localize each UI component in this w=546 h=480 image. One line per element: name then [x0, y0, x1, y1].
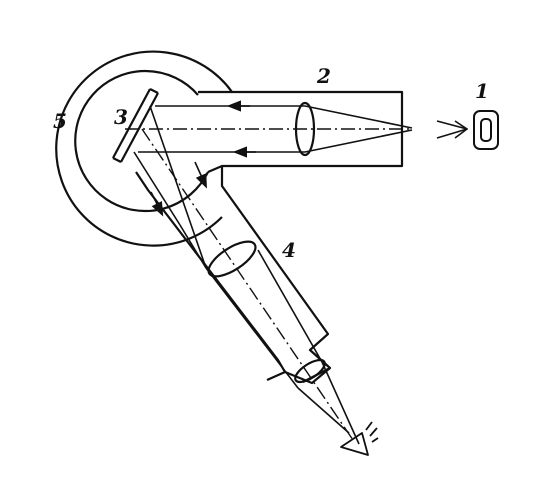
eye-icon: [340, 421, 379, 456]
arrow-telescope-ray-2: [150, 191, 164, 217]
collimator-tube: [198, 90, 404, 174]
table-outer-ring: [55, 50, 233, 247]
arrow-telescope-ray-1: [194, 161, 207, 189]
telescope-rays: [133, 105, 360, 445]
telescope-tube-lower: [135, 171, 287, 382]
diffraction-grating: [112, 88, 159, 163]
objective-lens: [207, 240, 257, 278]
label-telescope: 4: [282, 238, 296, 262]
telescope-tube: [220, 166, 332, 383]
eyepiece-lens: [294, 358, 326, 384]
label-collimator: 2: [316, 64, 331, 88]
eyepiece-tube: [284, 367, 331, 385]
telescope-axis: [141, 128, 354, 441]
label-table: 5: [53, 109, 67, 133]
table-inner-disc: [74, 69, 209, 213]
light-source-lamp: [473, 110, 499, 150]
label-source: 1: [475, 79, 489, 103]
lamp-rays: [436, 120, 468, 139]
label-grating: 3: [114, 105, 128, 129]
